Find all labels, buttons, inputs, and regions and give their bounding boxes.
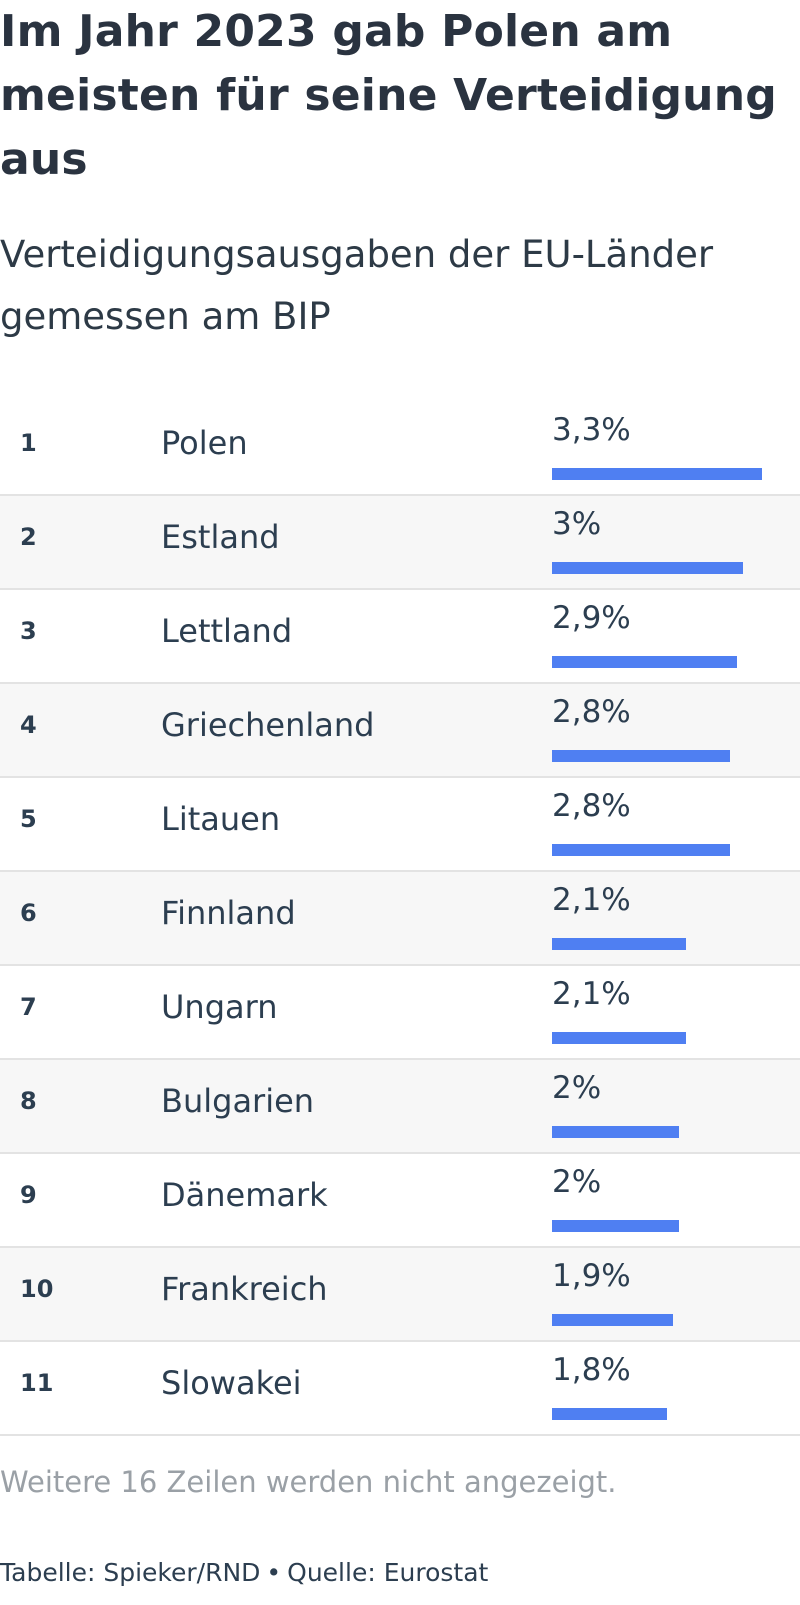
table-row: 1 Polen 3,3%	[0, 402, 800, 496]
rank-cell: 10	[20, 1275, 54, 1303]
table-row: 11 Slowakei 1,8%	[0, 1342, 800, 1436]
table-credit: Tabelle: Spieker/RND	[0, 1558, 261, 1587]
value-bar	[552, 562, 743, 574]
table-row: 8 Bulgarien 2%	[0, 1060, 800, 1154]
data-source: Quelle: Eurostat	[287, 1558, 489, 1587]
value-label: 2,8%	[552, 788, 631, 824]
chart-title: Im Jahr 2023 gab Polen am meisten für se…	[0, 6, 777, 185]
rank-cell: 8	[20, 1087, 37, 1115]
rank-cell: 1	[20, 429, 37, 457]
value-bar	[552, 1032, 686, 1044]
value-label: 3,3%	[552, 412, 631, 448]
value-label: 2,9%	[552, 600, 631, 636]
value-bar	[552, 1126, 679, 1138]
country-cell: Slowakei	[161, 1364, 302, 1402]
value-label: 2%	[552, 1070, 602, 1106]
value-label: 3%	[552, 506, 602, 542]
rank-cell: 5	[20, 805, 37, 833]
table-row: 5 Litauen 2,8%	[0, 778, 800, 872]
rank-cell: 3	[20, 617, 37, 645]
country-cell: Estland	[161, 518, 280, 556]
hidden-rows-note: Weitere 16 Zeilen werden nicht angezeigt…	[0, 1465, 617, 1499]
table-row: 4 Griechenland 2,8%	[0, 684, 800, 778]
table-row: 6 Finnland 2,1%	[0, 872, 800, 966]
value-label: 2%	[552, 1164, 602, 1200]
rank-cell: 9	[20, 1181, 37, 1209]
table-row: 9 Dänemark 2%	[0, 1154, 800, 1248]
rank-cell: 4	[20, 711, 37, 739]
country-cell: Bulgarien	[161, 1082, 315, 1120]
rank-cell: 2	[20, 523, 37, 551]
value-label: 2,8%	[552, 694, 631, 730]
table-row: 10 Frankreich 1,9%	[0, 1248, 800, 1342]
table-row: 2 Estland 3%	[0, 496, 800, 590]
value-bar	[552, 750, 730, 762]
table-row: 7 Ungarn 2,1%	[0, 966, 800, 1060]
value-label: 1,9%	[552, 1258, 631, 1294]
value-bar	[552, 468, 762, 480]
country-cell: Dänemark	[161, 1176, 328, 1214]
rank-cell: 7	[20, 993, 37, 1021]
table-row: 3 Lettland 2,9%	[0, 590, 800, 684]
country-cell: Litauen	[161, 800, 281, 838]
value-label: 2,1%	[552, 882, 631, 918]
value-bar	[552, 1314, 673, 1326]
value-bar	[552, 1220, 679, 1232]
country-cell: Frankreich	[161, 1270, 328, 1308]
rank-cell: 6	[20, 899, 37, 927]
value-bar	[552, 938, 686, 950]
data-table: 1 Polen 3,3% 2 Estland 3% 3 Lettland 2,9% 4 Griech…	[0, 402, 800, 1436]
value-bar	[552, 656, 737, 668]
country-cell: Lettland	[161, 612, 293, 650]
value-label: 2,1%	[552, 976, 631, 1012]
value-label: 1,8%	[552, 1352, 631, 1388]
footer: Tabelle: Spieker/RND • Quelle: Eurostat	[0, 1558, 488, 1587]
country-cell: Ungarn	[161, 988, 278, 1026]
footer-separator: •	[266, 1558, 282, 1587]
country-cell: Finnland	[161, 894, 296, 932]
country-cell: Polen	[161, 424, 248, 462]
rank-cell: 11	[20, 1369, 54, 1397]
value-bar	[552, 1408, 667, 1420]
country-cell: Griechenland	[161, 706, 375, 744]
value-bar	[552, 844, 730, 856]
chart-subtitle: Verteidigungsausgaben der EU-Länder geme…	[0, 233, 714, 338]
